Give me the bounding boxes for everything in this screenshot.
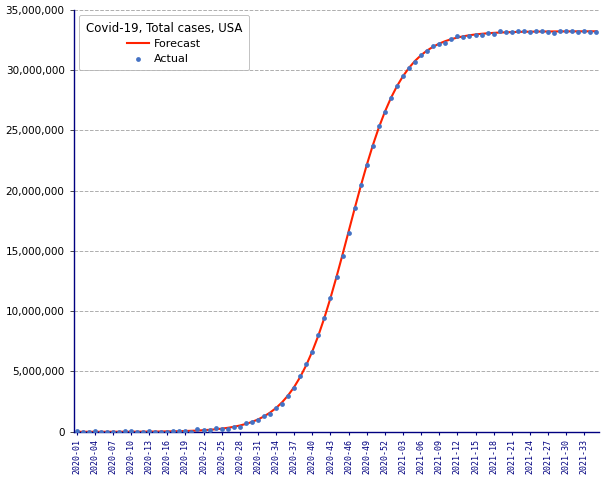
Actual [271,404,281,411]
Actual [174,427,184,435]
Actual [519,27,529,35]
Actual [277,400,287,408]
Actual [428,42,438,49]
Actual [489,30,499,37]
Actual [555,27,565,35]
Actual [477,31,486,38]
Line: Forecast: Forecast [77,31,597,432]
Forecast [593,28,600,34]
Actual [301,360,311,368]
Actual [259,412,269,420]
Actual [483,30,492,37]
Actual [186,428,196,436]
Actual [356,181,365,189]
Actual [549,29,559,36]
Actual [114,428,124,436]
Actual [204,426,214,434]
Actual [537,27,547,35]
Actual [368,142,378,150]
Actual [440,39,450,47]
Actual [235,423,244,431]
Forecast [157,429,165,434]
Actual [574,28,583,36]
Actual [132,428,142,436]
Actual [422,47,432,54]
Actual [90,428,100,435]
Actual [211,424,220,432]
Actual [344,229,353,237]
Forecast [333,274,340,280]
Actual [145,427,154,435]
Actual [241,420,250,427]
Actual [84,428,94,436]
Actual [513,27,523,35]
Actual [471,32,480,39]
Actual [362,161,371,168]
Forecast [290,384,298,390]
Actual [102,428,112,436]
Actual [96,428,106,436]
Actual [392,82,402,90]
Actual [253,416,263,424]
Actual [168,427,178,435]
Actual [374,122,384,130]
Actual [525,28,535,36]
Actual [217,425,226,432]
Actual [561,27,571,35]
Actual [453,33,462,40]
Actual [313,331,323,339]
Actual [567,27,577,35]
Actual [108,428,118,435]
Actual [580,28,589,36]
Actual [247,419,257,426]
Actual [434,40,444,48]
Actual [338,252,347,260]
Actual [507,28,517,36]
Actual [380,108,390,116]
Actual [78,428,88,436]
Actual [465,32,474,40]
Forecast [496,30,503,36]
Forecast [73,429,80,435]
Actual [156,428,166,435]
Actual [223,425,232,432]
Legend: Forecast, Actual: Forecast, Actual [79,15,249,71]
Actual [325,294,335,301]
Actual [139,428,148,436]
Actual [295,372,305,380]
Actual [586,28,595,36]
Actual [265,410,275,418]
Actual [289,384,299,392]
Actual [543,28,553,36]
Actual [398,72,408,80]
Actual [410,58,420,66]
Forecast [188,428,195,433]
Actual [404,64,414,72]
Actual [162,428,172,436]
Actual [501,29,511,36]
Actual [592,28,601,36]
Actual [72,427,82,434]
Actual [531,27,541,35]
Actual [386,94,396,102]
Actual [198,426,208,434]
Actual [446,36,456,43]
Actual [150,428,160,435]
Actual [307,348,317,355]
Actual [332,274,341,281]
Actual [495,28,505,36]
Actual [120,427,130,435]
Actual [283,392,293,400]
Actual [416,51,426,59]
Actual [459,33,468,40]
Actual [229,423,238,431]
Actual [180,427,190,435]
Actual [126,427,136,435]
Actual [350,204,359,212]
Actual [319,314,329,322]
Forecast [224,425,231,431]
Actual [192,425,202,433]
